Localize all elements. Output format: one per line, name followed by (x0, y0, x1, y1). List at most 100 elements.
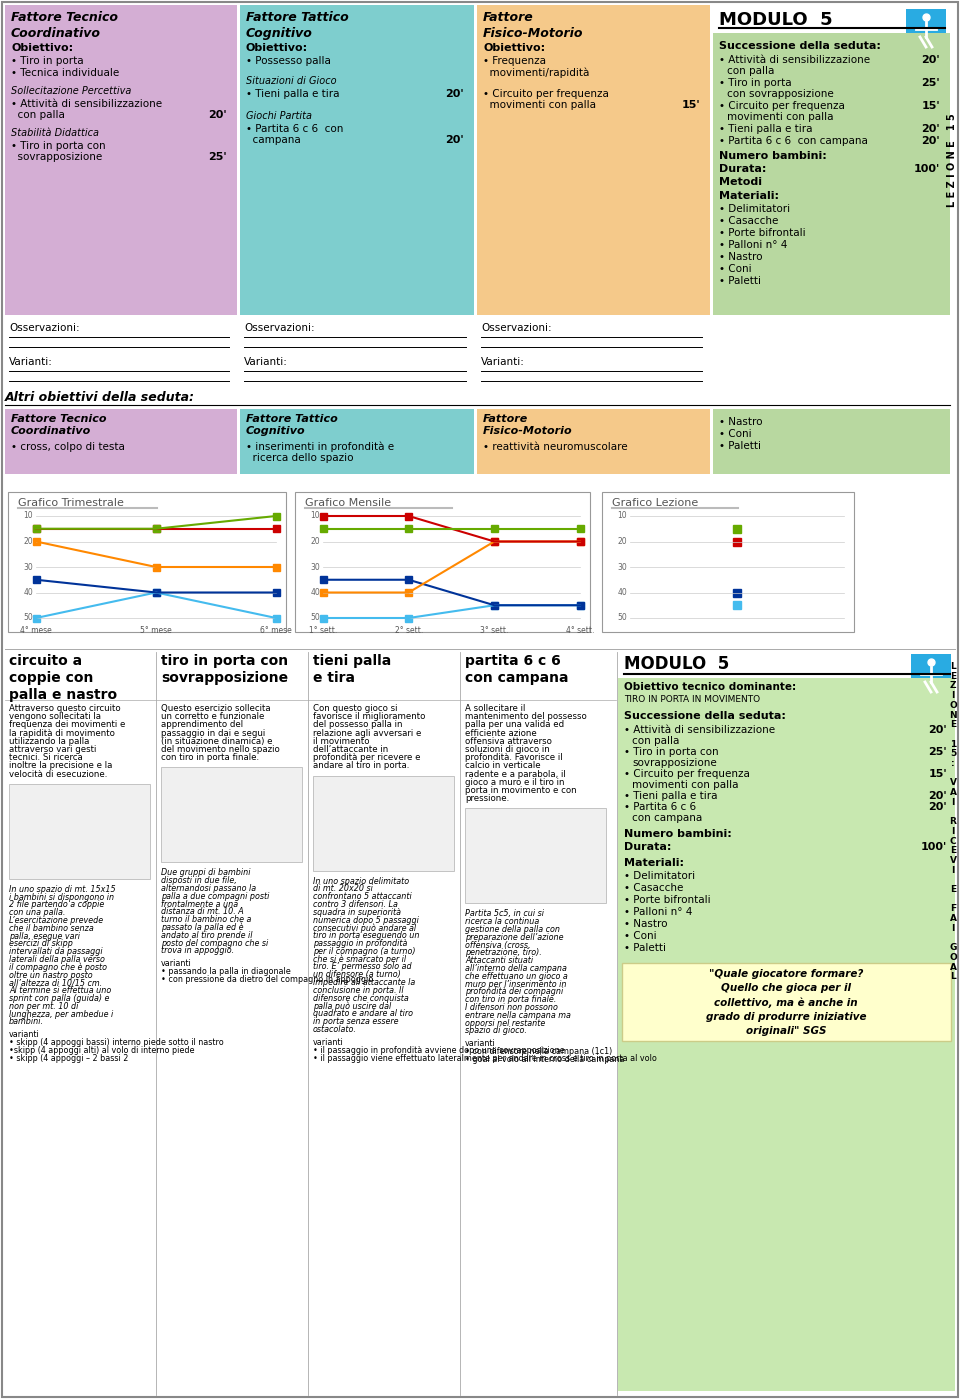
Text: • con difensore nella campana (1c1): • con difensore nella campana (1c1) (465, 1048, 612, 1056)
Bar (295, 492, 590, 632)
Text: 20: 20 (310, 537, 320, 546)
Text: di mt. 20x20 si: di mt. 20x20 si (313, 884, 372, 894)
Bar (320, 512, 326, 519)
Text: distanza di mt. 10. A: distanza di mt. 10. A (161, 908, 244, 916)
Text: movimenti con palla: movimenti con palla (483, 99, 596, 111)
Text: • passando la palla in diagonale: • passando la palla in diagonale (161, 967, 291, 977)
Text: alternandosi passano la: alternandosi passano la (161, 884, 256, 893)
Text: I difensori non possono: I difensori non possono (465, 1003, 558, 1011)
Text: • Casacche: • Casacche (624, 883, 684, 893)
Text: • Casacche: • Casacche (719, 215, 779, 227)
Text: Questo esercizio sollecita: Questo esercizio sollecita (161, 704, 271, 713)
Text: muro per l’inserimento in: muro per l’inserimento in (465, 979, 566, 989)
Text: MODULO  5: MODULO 5 (719, 11, 832, 29)
Text: preparazione dell’azione: preparazione dell’azione (465, 933, 564, 942)
Text: • il passaggio viene effettuato lateralmente per andare in cross e tiro in porta: • il passaggio viene effettuato lateralm… (313, 1053, 657, 1063)
Text: bambini.: bambini. (9, 1017, 44, 1027)
Text: pressione.: pressione. (465, 795, 509, 803)
Text: • cross, colpo di testa: • cross, colpo di testa (11, 442, 125, 452)
Text: Sollecitazione Percettiva: Sollecitazione Percettiva (11, 85, 132, 97)
Bar (906, 8, 946, 49)
Text: 20': 20' (445, 134, 464, 145)
Text: 6° mese: 6° mese (260, 625, 292, 635)
Text: movimenti/rapidità: movimenti/rapidità (483, 67, 589, 77)
Bar (273, 512, 279, 519)
Text: Numero bambini:: Numero bambini: (624, 830, 732, 839)
Text: il movimento: il movimento (313, 737, 370, 746)
Text: • Paletti: • Paletti (624, 943, 666, 953)
Text: favorisce il miglioramento: favorisce il miglioramento (313, 712, 425, 722)
Text: Fattore Tecnico
Coordinativo: Fattore Tecnico Coordinativo (11, 11, 118, 41)
Bar (33, 525, 39, 532)
Text: (in situazione dinamica) e: (in situazione dinamica) e (161, 737, 273, 746)
Bar (161, 768, 302, 862)
Text: 10: 10 (23, 512, 33, 520)
Text: all’altezza di 10/15 cm.: all’altezza di 10/15 cm. (9, 978, 102, 988)
Text: tiro. E’ permesso solo ad: tiro. E’ permesso solo ad (313, 963, 412, 971)
Text: 15': 15' (682, 99, 700, 111)
Bar (733, 537, 741, 546)
Text: • Possesso palla: • Possesso palla (246, 56, 331, 66)
Text: radente e a parabola, il: radente e a parabola, il (465, 769, 565, 779)
Text: In uno spazio delimitato: In uno spazio delimitato (313, 877, 409, 886)
Text: gestione della palla con: gestione della palla con (465, 925, 560, 935)
Bar (9, 783, 150, 879)
Text: ostacolato.: ostacolato. (313, 1025, 357, 1034)
Text: Varianti:: Varianti: (481, 357, 525, 367)
Text: Varianti:: Varianti: (244, 357, 288, 367)
Text: vengono sollecitati la: vengono sollecitati la (9, 712, 101, 722)
Bar (33, 614, 39, 621)
Text: 20': 20' (922, 136, 940, 145)
Bar (405, 614, 412, 621)
Bar (618, 679, 955, 1391)
Text: • Tecnica individuale: • Tecnica individuale (11, 69, 119, 78)
Text: Attaccanti situati: Attaccanti situati (465, 956, 533, 965)
Text: 20': 20' (922, 125, 940, 134)
Text: profondità per ricevere e: profondità per ricevere e (313, 753, 420, 762)
Text: • Tieni palla e tira: • Tieni palla e tira (246, 90, 340, 99)
Text: con tiro in porta finale.: con tiro in porta finale. (161, 753, 259, 762)
Text: •skipp (4 appoggi alti) al volo di interno piede: •skipp (4 appoggi alti) al volo di inter… (9, 1046, 195, 1055)
Text: turno il bambino che a: turno il bambino che a (161, 915, 252, 925)
Text: 2 file partendo a coppie: 2 file partendo a coppie (9, 901, 105, 909)
Text: • Tiro in porta con: • Tiro in porta con (624, 747, 719, 757)
Text: • Palloni n° 4: • Palloni n° 4 (624, 907, 692, 916)
Bar (273, 564, 279, 571)
Text: la rapidità di movimento: la rapidità di movimento (9, 729, 115, 737)
Text: consecutivi può andare al: consecutivi può andare al (313, 923, 416, 933)
Text: • Attività di sensibilizzazione: • Attività di sensibilizzazione (624, 725, 775, 734)
Text: Durata:: Durata: (719, 164, 766, 173)
Bar (733, 589, 741, 596)
Bar (240, 409, 474, 474)
Text: Osservazioni:: Osservazioni: (9, 323, 80, 333)
Text: ricerca la continua: ricerca la continua (465, 918, 540, 926)
Text: 20': 20' (922, 55, 940, 64)
Text: 4° sett.: 4° sett. (565, 625, 594, 635)
Text: passaggio in profondità: passaggio in profondità (313, 939, 407, 949)
Text: palla per una valida ed: palla per una valida ed (465, 720, 564, 729)
Text: movimenti con palla: movimenti con palla (727, 112, 833, 122)
Text: L’esercitazione prevede: L’esercitazione prevede (9, 916, 103, 925)
Text: 25': 25' (928, 747, 947, 757)
Text: quadrato e andare al tiro: quadrato e andare al tiro (313, 1009, 413, 1018)
Bar (622, 963, 951, 1041)
Text: • Paletti: • Paletti (719, 441, 761, 450)
Bar (320, 614, 326, 621)
Text: tecnici. Si ricerca: tecnici. Si ricerca (9, 753, 83, 762)
Bar (153, 525, 159, 532)
Bar (153, 589, 159, 596)
Bar (273, 614, 279, 621)
Text: • con pressione da dietro del compagno in appoggio: • con pressione da dietro del compagno i… (161, 975, 373, 985)
Text: entrare nella campana ma: entrare nella campana ma (465, 1011, 571, 1020)
Bar (240, 6, 474, 315)
Text: spazio di gioco.: spazio di gioco. (465, 1027, 527, 1035)
Text: Grafico Lezione: Grafico Lezione (612, 498, 698, 508)
Text: Obiettivo:: Obiettivo: (483, 43, 545, 53)
Text: andato al tiro prende il: andato al tiro prende il (161, 930, 252, 940)
Text: contro 3 difensori. La: contro 3 difensori. La (313, 900, 397, 909)
Text: che il bambino senza: che il bambino senza (9, 923, 94, 933)
Bar (491, 539, 498, 546)
Text: L E Z I O N E   1 5: L E Z I O N E 1 5 (947, 113, 957, 207)
Text: Numero bambini:: Numero bambini: (719, 151, 827, 161)
Text: porta in movimento e con: porta in movimento e con (465, 786, 577, 795)
